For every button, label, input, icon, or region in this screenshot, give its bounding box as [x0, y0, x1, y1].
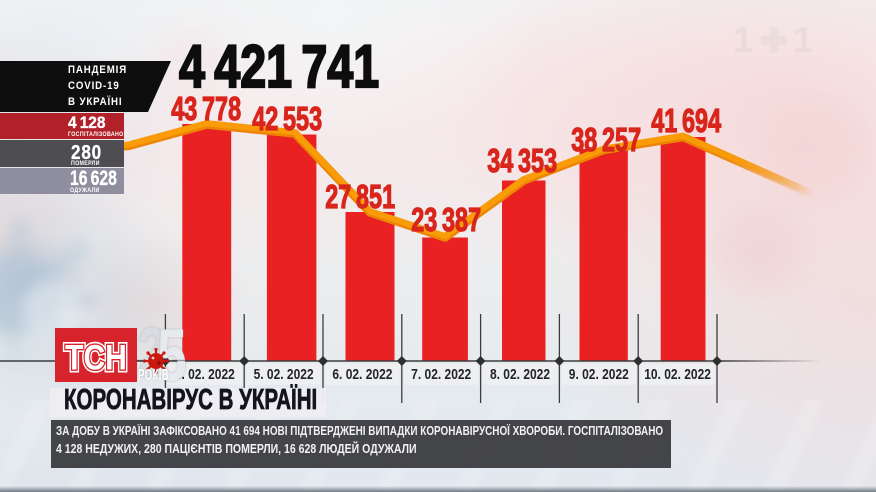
- svg-text:4. 02. 2022: 4. 02. 2022: [175, 366, 235, 383]
- svg-text:ТСН: ТСН: [65, 337, 127, 377]
- svg-text:ТСН: ТСН: [65, 337, 127, 377]
- svg-text:7. 02. 2022: 7. 02. 2022: [411, 366, 471, 383]
- svg-text:6. 02. 2022: 6. 02. 2022: [332, 366, 392, 383]
- svg-text:10. 02. 2022: 10. 02. 2022: [644, 366, 711, 383]
- svg-text:5. 02. 2022: 5. 02. 2022: [254, 366, 314, 383]
- svg-text:8. 02. 2022: 8. 02. 2022: [490, 366, 550, 383]
- svg-text:1: 1: [733, 24, 753, 56]
- svg-text:1: 1: [793, 24, 813, 56]
- svg-text:9. 02. 2022: 9. 02. 2022: [569, 366, 629, 383]
- svg-text:ТСН: ТСН: [65, 337, 127, 377]
